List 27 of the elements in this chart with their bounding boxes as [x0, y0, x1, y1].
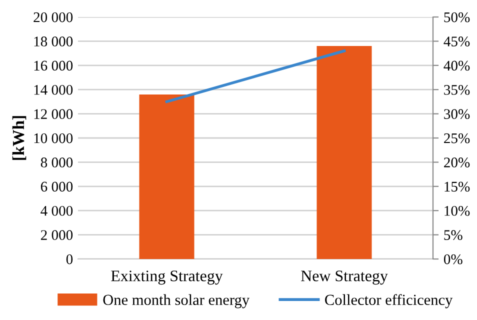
- x-tick-label: Exixting Strategy: [111, 270, 223, 285]
- y2-tick-label: 10%: [444, 206, 470, 216]
- y2-tick-label: 40%: [444, 60, 470, 71]
- y2-tick-label: 25%: [444, 133, 470, 144]
- legend-label: Collector efficicency: [325, 294, 453, 308]
- legend-label: One month solar energy: [103, 294, 250, 308]
- y-tick-label: 16 000: [34, 60, 73, 71]
- y-tick-label: 4 000: [40, 206, 73, 216]
- y2-tick-label: 15%: [444, 182, 470, 192]
- y-tick-label: 14 000: [34, 84, 73, 95]
- y2-tick-label: 5%: [444, 230, 462, 240]
- y2-tick-label: 30%: [444, 109, 470, 120]
- y2-tick-label: 20%: [444, 158, 470, 168]
- y-tick-label: 2 000: [40, 230, 73, 240]
- y2-tick-label: 50%: [444, 12, 470, 22]
- y-tick-label: 20 000: [34, 12, 73, 22]
- y-tick-label: 8 000: [40, 158, 73, 168]
- y-tick-label: 12 000: [34, 109, 73, 120]
- y2-tick-label: 0%: [444, 254, 462, 264]
- y2-tick-label: 45%: [444, 36, 470, 46]
- y2-tick-label: 35%: [444, 84, 470, 95]
- y-tick-label: 0: [66, 254, 73, 264]
- y-tick-label: 18 000: [34, 36, 73, 46]
- y-tick-label: 6 000: [40, 182, 73, 192]
- x-tick-label: New Strategy: [301, 270, 388, 285]
- y-tick-label: 10 000: [34, 133, 73, 144]
- y-axis-title: [kWh]: [12, 116, 26, 160]
